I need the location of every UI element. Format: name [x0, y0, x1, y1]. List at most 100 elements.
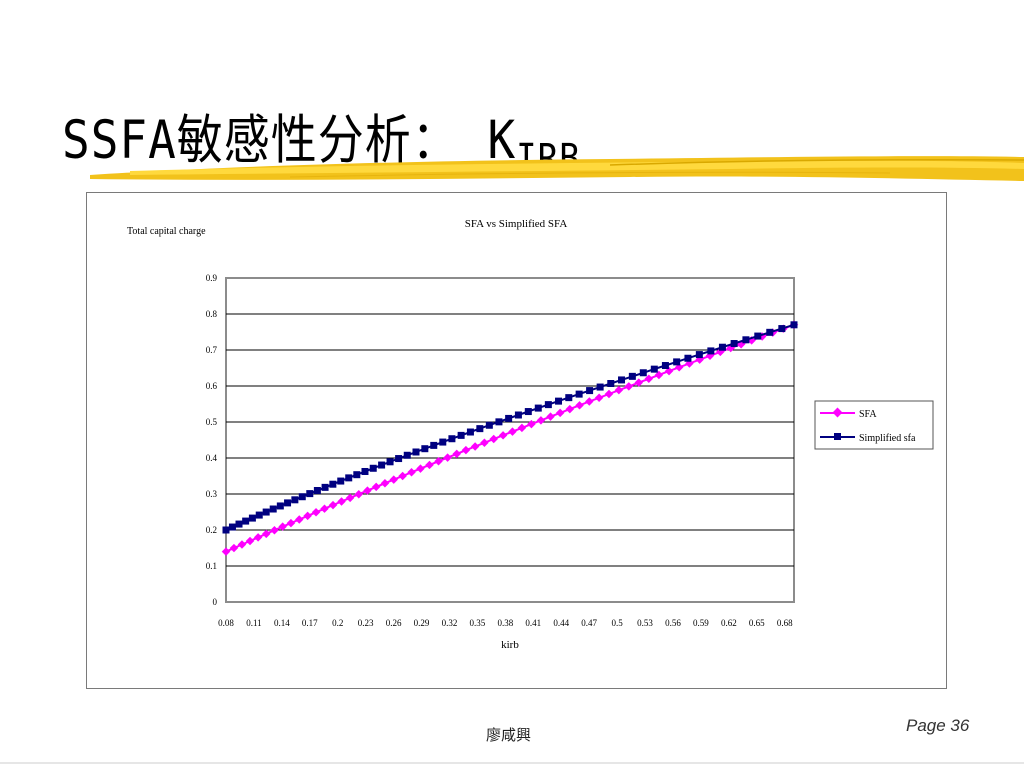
title-underline-brush — [90, 156, 1024, 181]
data-point-sfa — [452, 449, 461, 459]
data-point-sfa — [536, 416, 546, 425]
data-point-simplified-sfa — [255, 511, 263, 519]
y-tick-label: 0.6 — [206, 381, 218, 391]
data-point-simplified-sfa — [505, 414, 513, 422]
data-point-simplified-sfa — [707, 347, 715, 355]
data-point-simplified-sfa — [476, 425, 484, 433]
data-point-sfa — [407, 468, 416, 477]
data-point-simplified-sfa — [742, 336, 750, 344]
data-point-simplified-sfa — [466, 428, 474, 436]
footer-divider — [0, 762, 1024, 764]
x-tick-label: 0.08 — [218, 618, 234, 628]
y-tick-label: 0.3 — [206, 489, 218, 499]
x-tick-label: 0.44 — [553, 618, 569, 628]
data-point-simplified-sfa — [439, 438, 447, 446]
data-point-simplified-sfa — [618, 376, 626, 384]
x-tick-label: 0.38 — [497, 618, 513, 628]
data-point-simplified-sfa — [695, 351, 703, 359]
chart-title: SFA vs Simplified SFA — [465, 218, 568, 230]
data-point-sfa — [380, 479, 390, 488]
data-point-simplified-sfa — [298, 493, 306, 501]
data-point-simplified-sfa — [291, 496, 299, 504]
data-point-sfa — [594, 393, 604, 403]
x-tick-label: 0.26 — [386, 618, 402, 628]
data-point-simplified-sfa — [718, 343, 726, 351]
y-tick-label: 0.9 — [206, 273, 218, 283]
data-point-sfa — [654, 370, 664, 380]
data-point-sfa — [634, 378, 644, 387]
data-point-simplified-sfa — [661, 362, 669, 370]
data-point-simplified-sfa — [378, 461, 386, 469]
data-point-sfa — [371, 482, 381, 492]
x-tick-label: 0.35 — [470, 618, 486, 628]
data-point-sfa — [527, 419, 536, 429]
data-point-simplified-sfa — [555, 397, 563, 405]
data-point-simplified-sfa — [524, 408, 532, 416]
data-point-sfa — [461, 445, 471, 455]
data-point-sfa — [354, 489, 364, 499]
data-point-sfa — [443, 453, 452, 462]
data-point-sfa — [546, 412, 555, 421]
line-chart: SFA vs Simplified SFA Total capital char… — [127, 218, 934, 651]
data-point-sfa — [337, 497, 346, 506]
x-tick-label: 0.29 — [414, 618, 430, 628]
data-point-sfa — [229, 543, 239, 553]
x-tick-label: 0.17 — [302, 618, 318, 628]
x-tick-label: 0.11 — [246, 618, 261, 628]
data-point-sfa — [253, 533, 263, 542]
data-point-sfa — [498, 431, 508, 440]
data-point-sfa — [470, 442, 480, 451]
data-point-simplified-sfa — [276, 502, 284, 510]
data-point-sfa — [480, 438, 489, 448]
slide-title-text: SSFA敏感性分析： K — [62, 108, 517, 171]
data-point-simplified-sfa — [565, 394, 573, 402]
series-layer — [221, 320, 799, 556]
data-point-simplified-sfa — [534, 404, 542, 412]
data-point-simplified-sfa — [306, 490, 314, 498]
x-tick-label: 0.2 — [332, 618, 343, 628]
data-point-simplified-sfa — [754, 332, 762, 340]
x-tick-label: 0.47 — [581, 618, 597, 628]
y-tick-label: 0.4 — [206, 453, 218, 463]
x-tick-label: 0.56 — [665, 618, 681, 628]
data-point-simplified-sfa — [766, 328, 774, 336]
footer-author: 廖咸興 — [486, 726, 532, 744]
data-point-simplified-sfa — [369, 464, 377, 472]
data-point-simplified-sfa — [575, 390, 583, 398]
data-point-simplified-sfa — [395, 455, 403, 463]
data-point-simplified-sfa — [421, 445, 429, 453]
data-point-sfa — [221, 547, 231, 556]
data-point-simplified-sfa — [222, 526, 230, 534]
legend-label-simplified-sfa: Simplified sfa — [859, 433, 916, 444]
y-tick-labels: 0 0.1 0.2 0.3 0.4 0.5 0.6 0.7 0.8 0.9 — [206, 273, 218, 607]
x-tick-label: 0.53 — [637, 618, 653, 628]
data-point-simplified-sfa — [730, 340, 738, 348]
data-point-simplified-sfa — [544, 401, 552, 409]
data-point-simplified-sfa — [361, 467, 369, 475]
data-point-sfa — [286, 518, 296, 528]
y-tick-label: 0.5 — [206, 417, 218, 427]
page-number: Page 36 — [906, 716, 970, 735]
y-tick-label: 0.2 — [206, 525, 217, 535]
x-tick-label: 0.68 — [777, 618, 793, 628]
data-point-simplified-sfa — [628, 372, 636, 380]
data-point-simplified-sfa — [284, 499, 292, 507]
y-tick-label: 0.1 — [206, 561, 217, 571]
data-point-sfa — [489, 434, 498, 444]
x-tick-label: 0.32 — [442, 618, 458, 628]
legend-label-sfa: SFA — [859, 409, 877, 420]
data-point-sfa — [328, 500, 338, 510]
y-tick-label: 0 — [213, 597, 218, 607]
data-point-sfa — [644, 374, 654, 384]
data-point-simplified-sfa — [321, 483, 329, 491]
x-tick-label: 0.65 — [749, 618, 765, 628]
data-point-simplified-sfa — [650, 365, 658, 373]
data-point-sfa — [320, 504, 329, 513]
legend-marker-simplified-sfa — [834, 433, 841, 440]
y-tick-label: 0.8 — [206, 309, 218, 319]
data-point-simplified-sfa — [403, 451, 411, 459]
legend-box — [814, 400, 934, 450]
data-point-simplified-sfa — [386, 458, 394, 466]
data-point-sfa — [389, 475, 399, 484]
x-tick-labels: 0.08 0.11 0.14 0.17 0.2 0.23 0.26 0.29 0.32 0.35 0… — [218, 618, 793, 628]
